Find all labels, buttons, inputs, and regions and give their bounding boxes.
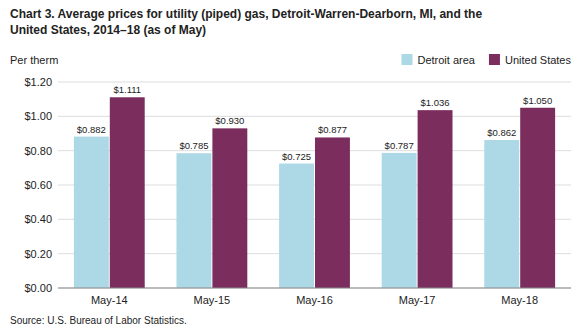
data-label: $0.725: [282, 151, 311, 162]
x-tick-label: May-16: [296, 294, 333, 306]
x-axis-line: [58, 288, 571, 289]
y-tick-label: $1.00: [24, 110, 52, 122]
data-label: $0.877: [318, 124, 347, 135]
background: [0, 0, 585, 330]
data-label: $0.787: [385, 140, 414, 151]
y-tick-label: $0.80: [24, 145, 52, 157]
legend-swatch: [401, 54, 412, 65]
grid-line: [58, 82, 571, 83]
x-tick-label: May-18: [501, 294, 538, 306]
bar: [418, 110, 453, 288]
bar: [382, 153, 417, 288]
bar: [110, 97, 145, 288]
subtitle: United States, 2014–18 (as of May): [10, 23, 206, 37]
y-tick-label: $0.60: [24, 179, 52, 191]
x-tick-label: May-15: [194, 294, 231, 306]
data-label: $1.111: [113, 84, 141, 95]
chart: Chart 3. Average prices for utility (pip…: [0, 0, 585, 330]
x-tick-label: May-17: [399, 294, 436, 306]
data-label: $0.862: [487, 127, 516, 138]
grid: [58, 82, 571, 288]
legend: Detroit area United States: [401, 54, 571, 66]
data-label: $1.036: [421, 97, 450, 108]
y-tick-label: $1.20: [24, 76, 52, 88]
bar: [176, 153, 211, 288]
source: Source: U.S. Bureau of Labor Statistics.: [10, 315, 187, 326]
legend-swatch: [489, 54, 500, 65]
bar: [74, 137, 109, 288]
bar: [520, 108, 555, 288]
data-label: $0.785: [179, 140, 208, 151]
bar: [484, 140, 519, 288]
y-tick-label: $0.20: [24, 248, 52, 260]
legend-label: Detroit area: [417, 54, 475, 66]
data-label: $0.882: [77, 124, 106, 135]
data-label: $1.050: [523, 95, 552, 106]
bar: [279, 164, 314, 288]
x-tick-label: May-14: [91, 294, 128, 306]
y-tick-label: $0.40: [24, 213, 52, 225]
bar: [315, 137, 350, 288]
grid-line: [58, 288, 571, 289]
bars: [74, 97, 555, 288]
y-axis-label: Per therm: [10, 54, 58, 66]
title: Chart 3. Average prices for utility (pip…: [10, 7, 482, 21]
y-tick-label: $0.00: [24, 282, 52, 294]
legend-label: United States: [505, 54, 572, 66]
data-labels: $0.882 $0.785 $0.725 $0.787 $0.862 $1.111 $0.9…: [77, 84, 552, 161]
bar: [212, 128, 247, 288]
data-label: $0.930: [215, 115, 244, 126]
